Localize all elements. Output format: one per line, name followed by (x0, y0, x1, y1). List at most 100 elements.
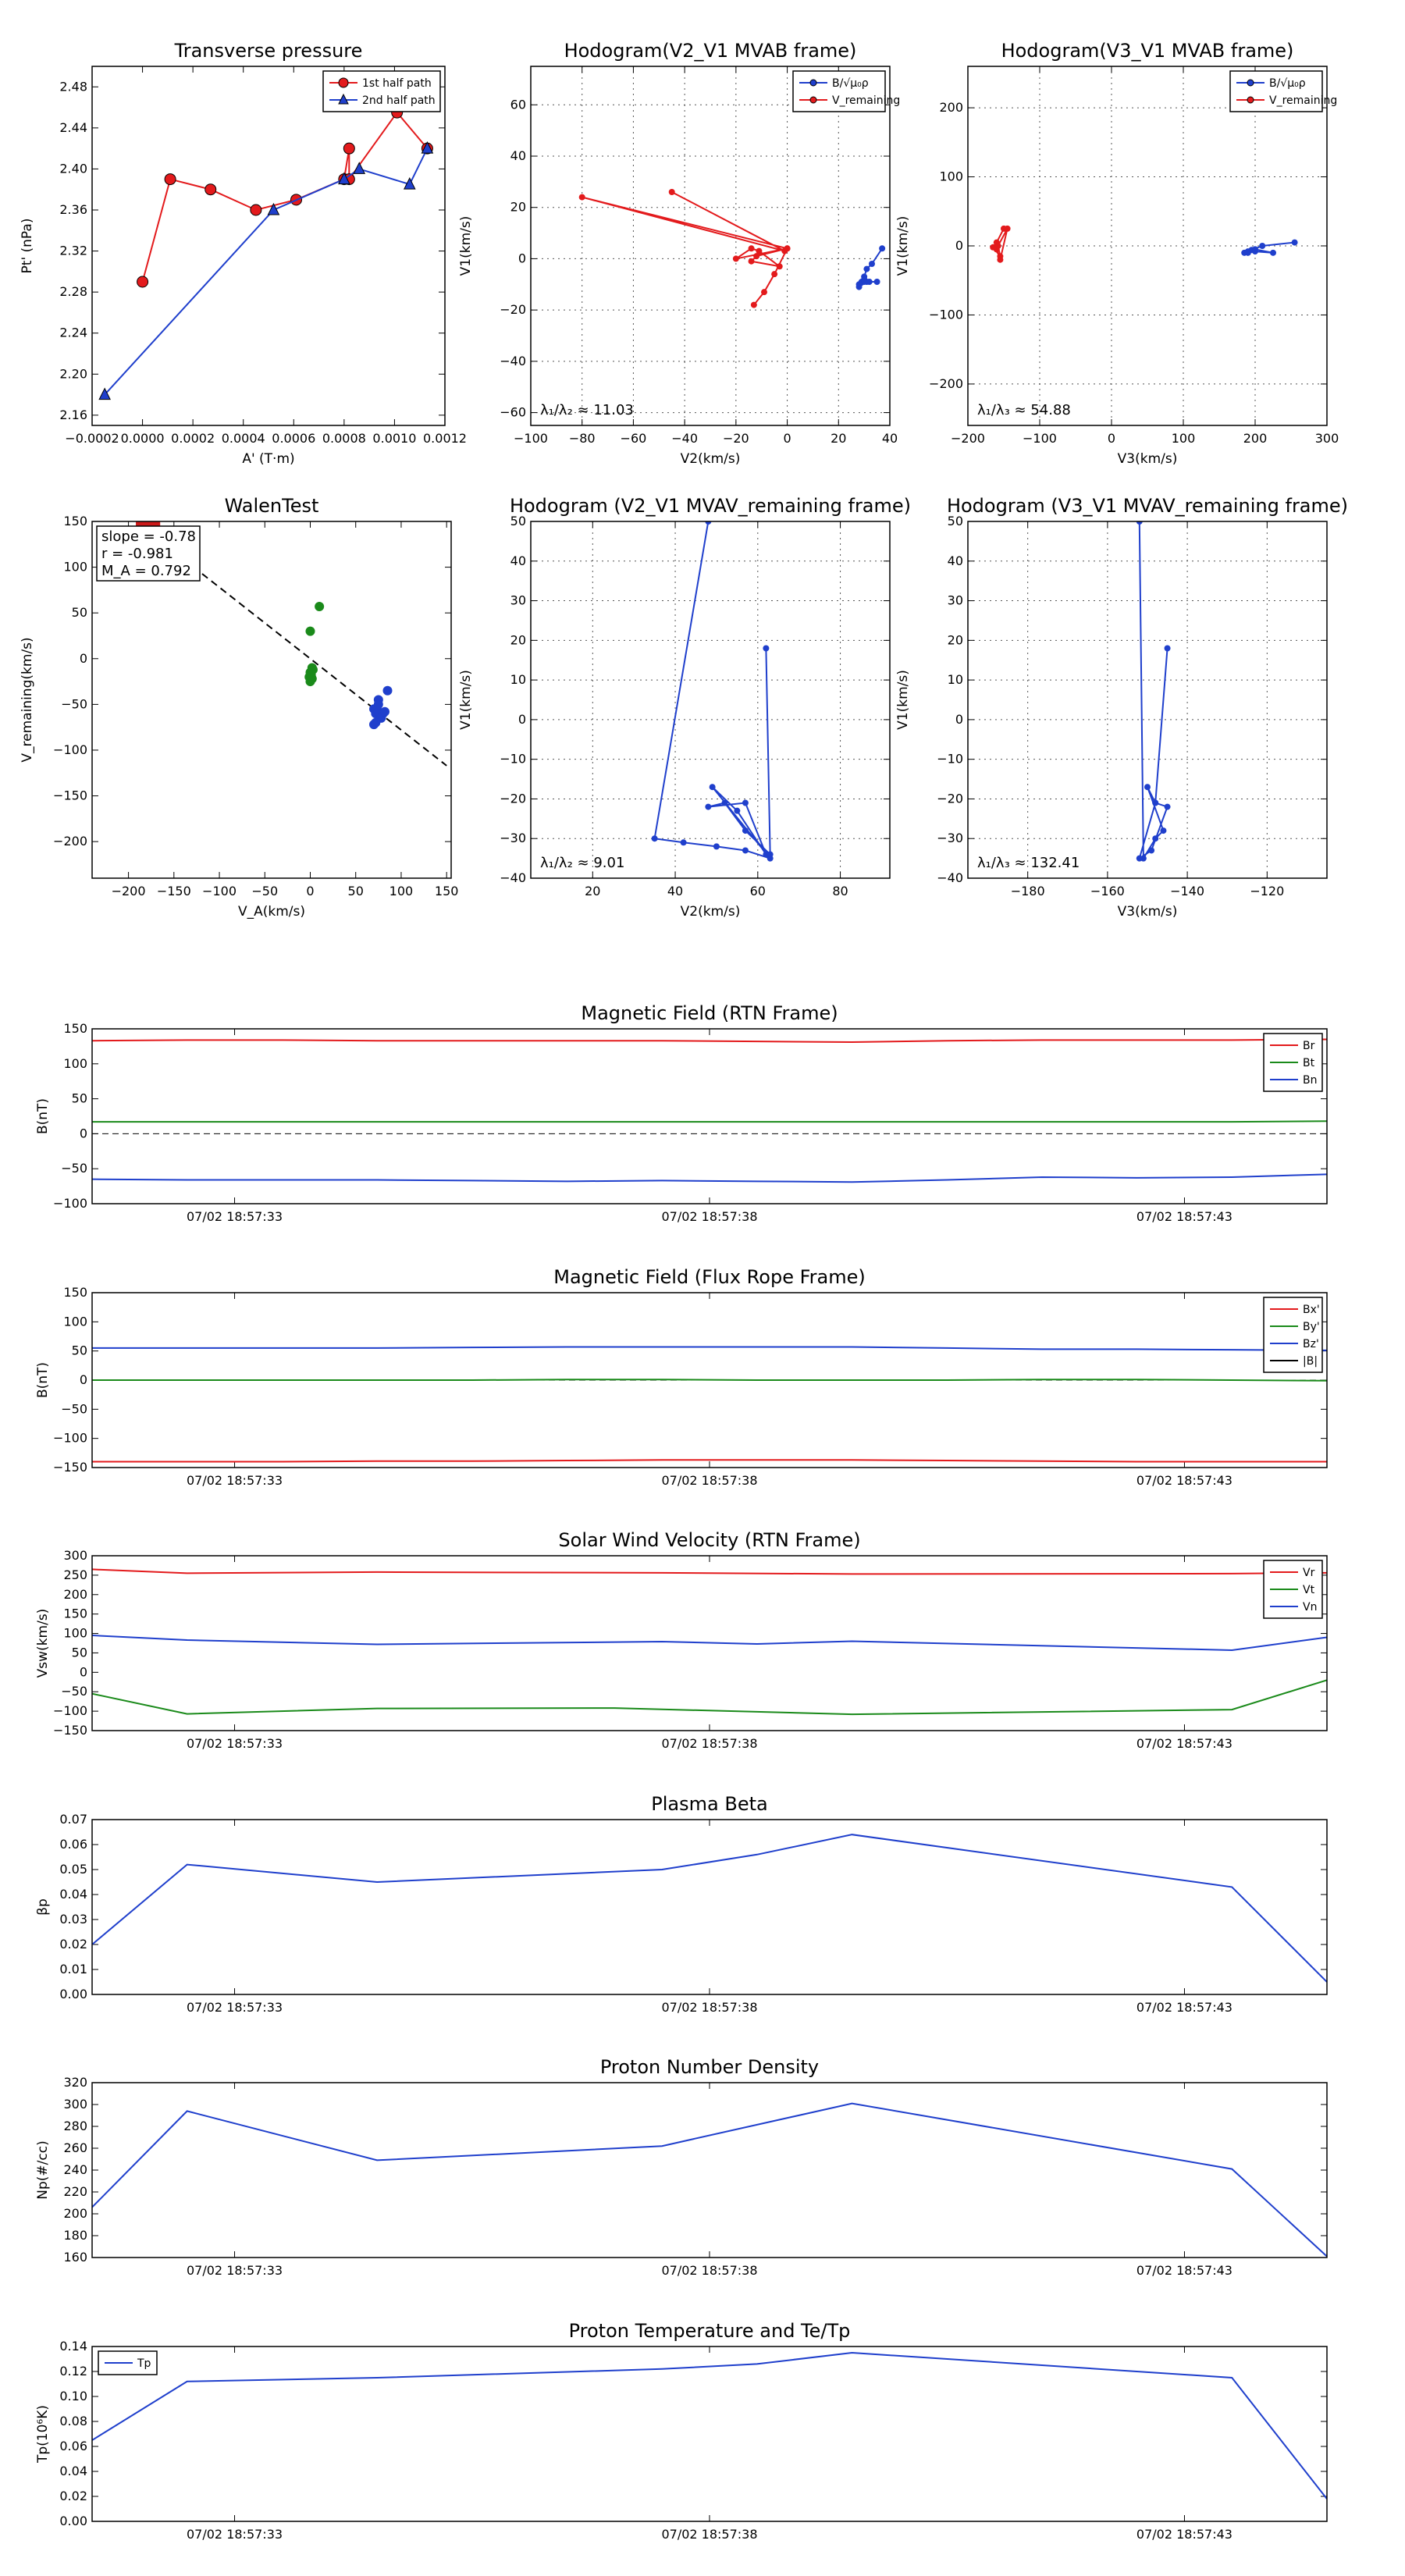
y-axis-label: B(nT) (35, 1098, 51, 1134)
y-tick-label: −150 (53, 1723, 87, 1738)
axes-frame (91, 2346, 1328, 2522)
y-axis-label: Np(#/cc) (35, 2140, 51, 2199)
x-tick-label: −200 (951, 431, 985, 446)
y-tick-label: 50 (72, 605, 87, 620)
chart-plasma-beta: Plasma Beta 07/02 18:57:33 07/02 18:57:38 0… (35, 1793, 1328, 2015)
x-tick-label: −0.0002 (65, 431, 119, 446)
y-tick-label: 10 (510, 672, 526, 687)
x-tick-label: 07/02 18:57:38 (661, 1473, 757, 1488)
data-point (997, 256, 1004, 263)
y-tick-label: 0 (80, 1372, 87, 1387)
x-tick-label: −100 (514, 431, 548, 446)
data-point (250, 204, 262, 216)
y-tick-label: 0.08 (59, 2414, 87, 2428)
data-point (1164, 803, 1171, 810)
y-tick-label: −100 (53, 1196, 87, 1211)
x-tick-label: 20 (585, 884, 600, 898)
y-tick-label: 250 (63, 1567, 87, 1582)
plot-area (92, 1346, 1327, 1463)
y-tick-label: −100 (53, 1431, 87, 1446)
legend-label: 2nd half path (362, 94, 436, 107)
y-tick-label: 0 (80, 1126, 87, 1140)
data-point (863, 265, 870, 272)
legend-label: By' (1303, 1321, 1320, 1333)
axes-frame (530, 521, 891, 879)
chart-title: Proton Number Density (600, 2056, 819, 2078)
axes-frame (91, 1819, 1328, 1995)
data-point (709, 784, 716, 791)
axes-frame (967, 66, 1328, 426)
data-point (1152, 835, 1159, 842)
y-tick-label: 200 (63, 2206, 87, 2221)
chart-title: Hodogram(V2_V1 MVAB frame) (564, 40, 857, 62)
data-point (379, 706, 389, 717)
series-line-B (1138, 521, 1168, 862)
plot-area (92, 1568, 1327, 1716)
y-tick-label: 160 (63, 2250, 87, 2265)
y-tick-label: 100 (63, 1314, 87, 1329)
y-tick-label: −100 (53, 1703, 87, 1718)
y-tick-label: 0.00 (59, 2514, 87, 2528)
y-tick-label: 0 (955, 238, 963, 253)
y-tick-label: 220 (63, 2184, 87, 2199)
legend-label: B/√μ₀ρ (1269, 77, 1306, 90)
data-point (267, 202, 280, 215)
y-tick-label: −40 (937, 870, 963, 885)
eigen-ratio-label: λ₁/λ₂ ≈ 9.01 (540, 855, 624, 871)
y-axis-label: Pt' (nPa) (20, 219, 35, 274)
chart-proton-temperature: Proton Temperature and Te/Tp 07/02 18:57:… (35, 2320, 1328, 2542)
y-tick-label: 300 (63, 1548, 87, 1563)
x-tick-label: 07/02 18:57:33 (187, 1209, 283, 1224)
data-point (651, 835, 658, 842)
x-axis-label: V_A(km/s) (238, 904, 305, 920)
data-point (1244, 249, 1251, 256)
y-axis-label: βp (35, 1898, 51, 1916)
data-point (353, 162, 366, 174)
x-tick-label: 0.0008 (322, 431, 366, 446)
y-tick-label: −50 (61, 1401, 87, 1416)
series-line-Bn (92, 1173, 1327, 1183)
series-line-Vn (92, 1635, 1327, 1651)
data-point (771, 271, 778, 278)
x-axis-label: V3(km/s) (1118, 451, 1178, 467)
series-line-V_remaining (582, 191, 789, 306)
series-line-1st half path (141, 111, 429, 283)
data-point (578, 194, 585, 201)
data-point (1144, 784, 1151, 791)
slope-label: slope = -0.78 (101, 528, 196, 545)
legend-label: V_remaining (1269, 94, 1337, 107)
chart-title: Hodogram(V3_V1 MVAB frame) (1001, 40, 1294, 62)
y-axis-label: V1(km/s) (895, 216, 911, 276)
y-tick-label: −100 (929, 307, 963, 322)
legend-marker (809, 79, 817, 87)
legend: 1st half path 2nd half path (322, 70, 441, 112)
data-point (721, 799, 728, 806)
legend-marker (338, 77, 349, 88)
data-point (373, 699, 383, 710)
y-tick-label: 30 (510, 593, 526, 608)
y-tick-label: 2.24 (59, 326, 87, 340)
chart-mag-rtn: Magnetic Field (RTN Frame) 07/02 18:57:33… (35, 1002, 1328, 1224)
plot-area (92, 1038, 1327, 1183)
y-tick-label: 200 (939, 100, 963, 115)
series-line-B (653, 521, 773, 860)
y-tick-label: 100 (939, 169, 963, 184)
y-tick-label: 40 (510, 553, 526, 568)
x-tick-label: −100 (1023, 431, 1057, 446)
chart-sw-velocity: Solar Wind Velocity (RTN Frame) 07/02 18:… (35, 1529, 1328, 1751)
x-tick-label: 07/02 18:57:38 (661, 2263, 757, 2278)
data-point (1160, 827, 1167, 834)
series-line-Br (92, 1038, 1327, 1044)
x-tick-label: 0.0010 (372, 431, 416, 446)
x-tick-label: 100 (389, 884, 414, 898)
y-axis-label: B(nT) (35, 1362, 51, 1398)
x-tick-label: 07/02 18:57:38 (661, 1209, 757, 1224)
x-tick-label: 07/02 18:57:38 (661, 1736, 757, 1751)
legend-label: Bt (1303, 1057, 1315, 1069)
x-tick-label: 0.0002 (171, 431, 215, 446)
data-point (1164, 645, 1171, 652)
y-tick-label: 100 (63, 1626, 87, 1641)
data-point (1004, 225, 1011, 232)
legend: Vr Vt Vn (1263, 1560, 1323, 1619)
legend-label: Vn (1303, 1601, 1317, 1614)
